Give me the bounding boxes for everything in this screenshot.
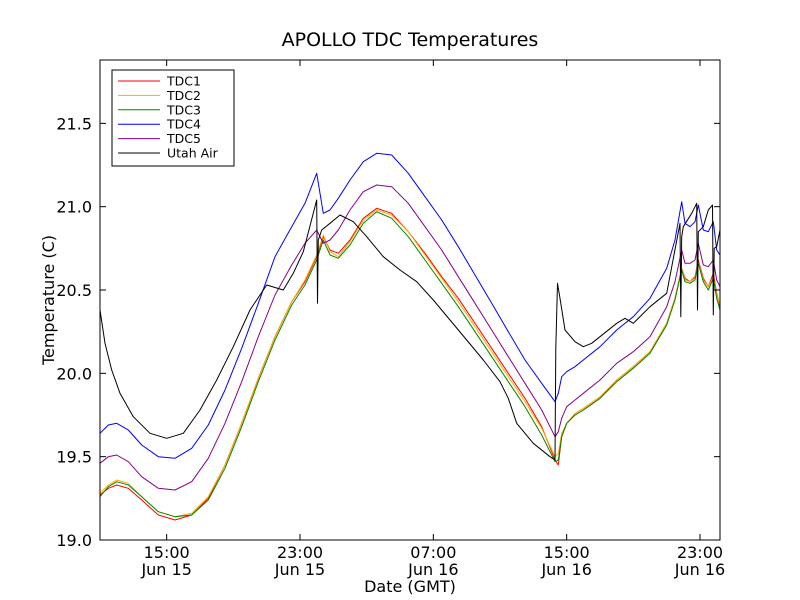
y-axis-label: Temperature (C): [39, 235, 58, 366]
legend-label-utah-air: Utah Air: [167, 146, 219, 161]
y-tick-label: 19.0: [56, 531, 92, 550]
y-tick-label: 19.5: [56, 448, 92, 467]
x-tick-date-label: Jun 16: [407, 560, 458, 579]
x-tick-time-label: 15:00: [144, 543, 190, 562]
x-tick-date-label: Jun 15: [140, 560, 191, 579]
x-tick-time-label: 15:00: [544, 543, 590, 562]
series-line-tdc5: [99, 184, 721, 491]
legend-label-tdc5: TDC5: [166, 131, 201, 146]
y-tick-label: 20.0: [56, 364, 92, 383]
x-tick-time-label: 23:00: [277, 543, 323, 562]
series-line-utah-air: [99, 199, 721, 461]
legend-label-tdc1: TDC1: [166, 74, 201, 89]
chart-title: APOLLO TDC Temperatures: [282, 29, 539, 51]
plot-lines: [99, 152, 721, 521]
series-line-tdc2: [99, 209, 721, 518]
x-tick-time-label: 23:00: [677, 543, 723, 562]
legend-label-tdc3: TDC3: [166, 102, 201, 117]
x-tick-date-label: Jun 16: [540, 560, 591, 579]
series-line-tdc1: [99, 207, 721, 521]
x-tick-date-label: Jun 16: [674, 560, 725, 579]
plot-frame: [99, 59, 721, 541]
y-tick-label: 21.5: [56, 114, 92, 133]
legend-box: [111, 69, 235, 167]
series-line-tdc3: [99, 211, 721, 518]
legend-label-tdc4: TDC4: [166, 117, 201, 132]
x-axis-label: Date (GMT): [364, 577, 456, 596]
y-tick-label: 20.5: [56, 281, 92, 300]
y-tick-label: 21.0: [56, 198, 92, 217]
legend-label-tdc2: TDC2: [166, 88, 201, 103]
x-tick-date-label: Jun 15: [274, 560, 325, 579]
x-tick-time-label: 07:00: [410, 543, 456, 562]
series-line-tdc4: [99, 152, 721, 459]
